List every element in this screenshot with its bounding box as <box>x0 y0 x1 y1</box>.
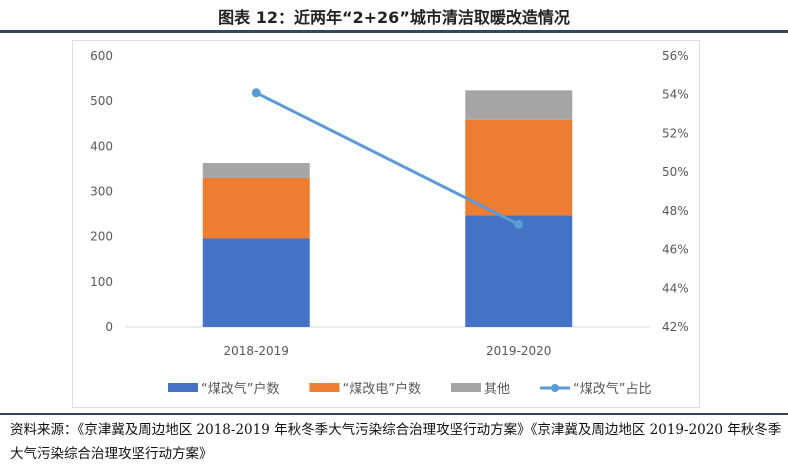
bar-segment <box>465 119 573 216</box>
source-note: 资料来源：《京津冀及周边地区 2018-2019 年秋冬季大气污染综合治理攻坚行… <box>10 422 782 462</box>
y-tick-label: 500 <box>90 94 113 108</box>
legend-label: 其他 <box>484 382 510 397</box>
bar-segment <box>465 215 573 327</box>
bar-segment <box>202 163 310 178</box>
bar-segment <box>465 90 573 120</box>
x-tick-label: 2018-2019 <box>224 344 289 358</box>
chart-title: 图表 12：近两年“2+26”城市清洁取暖改造情况 <box>218 8 570 27</box>
y2-tick-label: 52% <box>662 126 689 140</box>
legend-swatch <box>309 383 340 392</box>
x-tick-label: 2019-2020 <box>486 344 551 358</box>
y-tick-label: 200 <box>90 230 113 244</box>
y-tick-label: 600 <box>90 49 113 63</box>
title-rule <box>0 30 788 33</box>
line-point <box>514 219 524 229</box>
chart-frame <box>72 40 700 408</box>
bar-segment <box>202 238 310 327</box>
line-series <box>255 91 520 226</box>
legend-swatch <box>168 383 198 392</box>
chart: 0 100 200 300 400 500 600 42% 44% 46% 48% 50% 52% 54%… <box>90 49 689 397</box>
line-point <box>251 88 261 98</box>
legend-label: “煤改电”户数 <box>342 381 420 397</box>
bar-segment <box>202 177 310 239</box>
y2-tick-label: 42% <box>662 320 689 334</box>
y2-tick-label: 44% <box>662 281 689 295</box>
y2-tick-label: 54% <box>662 88 689 102</box>
y-tick-label: 400 <box>90 139 113 153</box>
legend-label: “煤改气”占比 <box>573 381 651 397</box>
legend-marker <box>550 384 559 392</box>
y2-tick-label: 46% <box>662 243 689 257</box>
legend-swatch <box>450 383 481 392</box>
y2-tick-label: 48% <box>662 204 689 218</box>
y2-tick-label: 50% <box>662 165 689 179</box>
y-tick-label: 300 <box>90 185 113 199</box>
y-tick-label: 0 <box>105 320 113 334</box>
source-rule <box>0 413 788 415</box>
y2-tick-label: 56% <box>662 49 689 63</box>
y-tick-label: 100 <box>90 275 113 289</box>
legend-label: “煤改气”户数 <box>201 381 279 397</box>
